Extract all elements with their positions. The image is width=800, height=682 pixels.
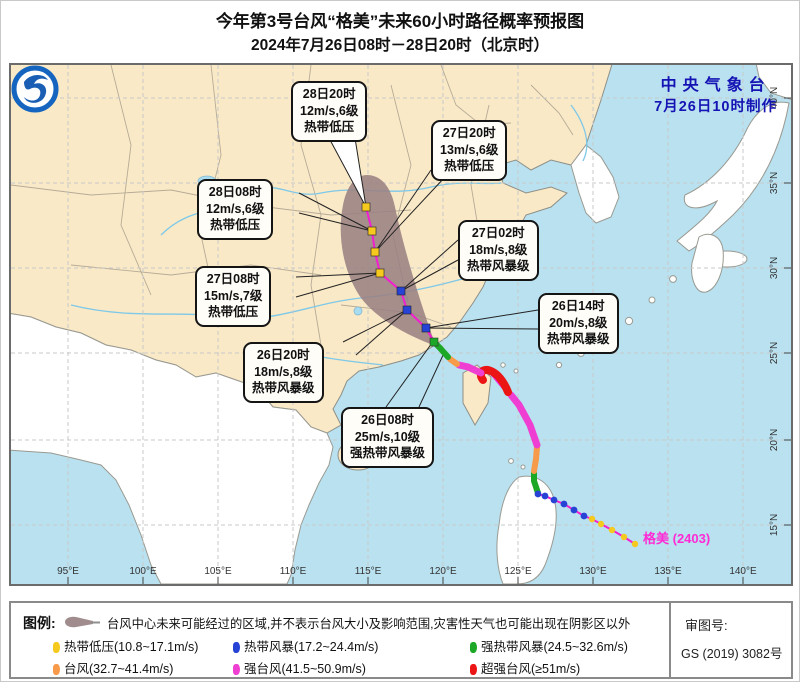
svg-text:100°E: 100°E [129,566,157,577]
legend-item-sts: 强热带风暴(24.5~32.6m/s) [470,636,628,655]
agency-name: 中央气象台 [660,77,771,94]
longitude-labels: 95°E 100°E 105°E 110°E 115°E 120°E 125°E 130… [57,566,757,577]
forecast-label-28d08h: 28日08时 12m/s,6级 热带低压 [197,179,274,240]
cma-logo-icon [11,65,59,113]
legend-item-sty: 强台风(41.5~50.9m/s) [233,658,366,677]
svg-text:15°N: 15°N [769,514,780,536]
agency-issue-time: 7月26日10时制作 [654,99,777,115]
ty-dot-icon [53,664,60,675]
typhoon-track-map: 中央气象台 7月26日10时制作 [9,63,793,586]
svg-text:115°E: 115°E [355,566,382,577]
forecast-track [361,202,439,347]
track-seg-severe-tropical-storm [531,470,541,496]
td-dot-icon [53,642,60,653]
svg-text:130°E: 130°E [579,566,607,577]
forecast-point-current [429,337,439,347]
svg-text:35°N: 35°N [769,172,780,194]
svg-text:30°N: 30°N [769,257,780,279]
japan-honshu [676,101,790,252]
observed-track [430,338,639,548]
page-title: 今年第3号台风“格美”未来60小时路径概率预报图 [215,12,585,31]
track-seg-typhoon [531,444,540,474]
svg-text:40°N: 40°N [769,87,780,109]
legend-item-ty: 台风(32.7~41.4m/s) [53,658,173,677]
approval-number: GS (2019) 3082号 [681,647,783,661]
legend-title: 图例: [23,615,56,631]
observed-points-tropical-storm [534,490,588,520]
svg-text:20°N: 20°N [769,429,780,451]
agency-credit: 中央气象台 7月26日10时制作 [654,71,777,116]
super-ty-dot-icon [470,664,477,675]
cma-dragon-glyph [24,74,48,103]
forecast-label-26d14h: 26日14时 20m/s,8级 热带风暴级 [538,293,619,354]
svg-text:125°E: 125°E [504,566,532,577]
forecast-label-26d08h: 26日08时 25m/s,10级 强热带风暴级 [341,407,435,468]
storm-name-label: 格美 (2403) [643,531,711,546]
page-subtitle: 2024年7月26日08时－28日20时（北京时） [250,37,550,54]
axis-ticks [67,97,791,584]
forecast-label-27d08h: 27日08时 15m/s,7级 热带低压 [195,266,272,327]
ts-dot-icon [233,642,240,653]
forecast-label-28d20h: 28日20时 12m/s,6级 热带低压 [291,81,368,142]
legend-cone-note: 台风中心未来可能经过的区域,并不表示台风大小及影响范围,灾害性天气也可能出现在阴… [107,617,631,631]
svg-text:95°E: 95°E [57,566,79,577]
cone-legend-icon [65,616,100,628]
legend-item-ts: 热带风暴(17.2~24.4m/s) [233,636,378,655]
forecast-label-27d02h: 27日02时 18m/s,8级 热带风暴级 [458,220,539,281]
forecast-label-26d20h: 26日20时 18m/s,8级 热带风暴级 [243,342,324,403]
forecast-points-tropical-depression [361,202,385,278]
map-canvas: 95°E 100°E 105°E 110°E 115°E 120°E 125°E 130… [11,65,791,584]
svg-text:120°E: 120°E [429,566,457,577]
sts-dot-icon [470,642,477,653]
observed-points-tropical-depression [588,515,639,548]
forecast-points-tropical-storm [396,286,431,333]
approval-label: 审图号: [685,618,728,633]
legend-item-super-ty: 超强台风(≥51m/s) [470,658,580,677]
latitude-labels: 40°N 35°N 30°N 25°N 20°N 15°N [769,87,780,536]
svg-text:135°E: 135°E [654,566,682,577]
track-seg-severe-typhoon [507,391,541,449]
forecast-label-27d20h: 27日20时 13m/s,6级 热带低压 [431,120,508,181]
svg-text:105°E: 105°E [204,566,232,577]
svg-text:110°E: 110°E [280,566,307,577]
legend: 图例: 台风中心未来可能经过的区域,并不表示台风大小及影响范围,灾害性天气也可能… [9,601,671,679]
label-leader-lines [295,137,539,408]
svg-text:25°N: 25°N [769,342,780,364]
map-approval-box: 审图号: GS (2019) 3082号 [671,601,793,679]
probability-cone [340,175,436,346]
sty-dot-icon [233,664,240,675]
legend-item-td: 热带低压(10.8~17.1m/s) [53,636,198,655]
svg-text:140°E: 140°E [729,566,757,577]
